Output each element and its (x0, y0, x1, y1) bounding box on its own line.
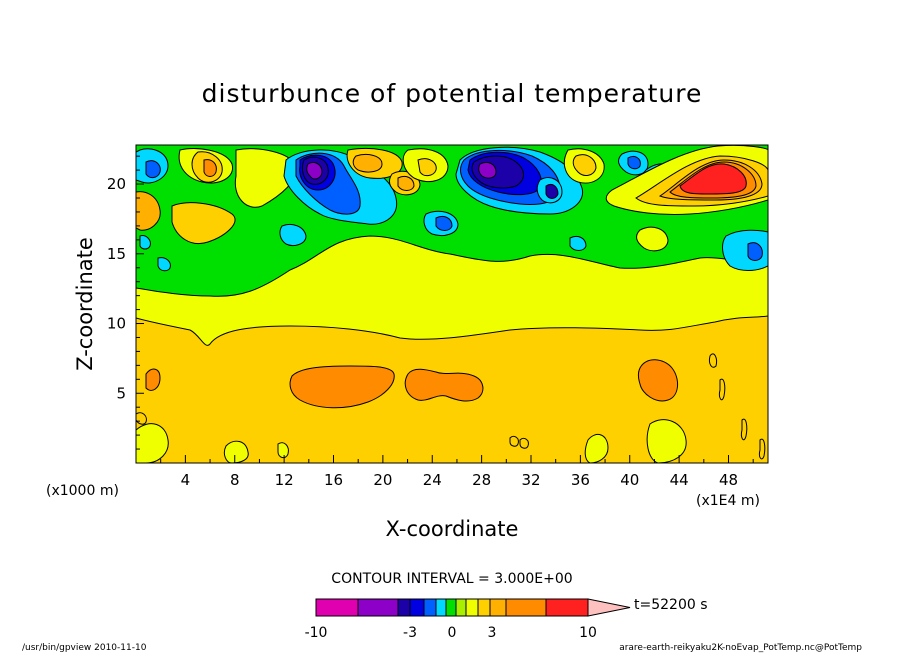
x-unit-left: (x1000 m) (46, 483, 119, 499)
y-tick-label: 20 (107, 175, 126, 193)
colorbar-swatch (409, 598, 425, 617)
chart-title: disturbunce of potential temperature (202, 79, 703, 108)
y-tick-label: 10 (107, 315, 126, 333)
colorbar-swatch (397, 598, 411, 617)
contour-interval: CONTOUR INTERVAL = 3.000E+00 (331, 571, 572, 587)
x-tick-label: 16 (324, 471, 343, 489)
colorbar-swatch (357, 598, 399, 617)
colorbar-swatch (455, 598, 467, 617)
colorbar-swatch (505, 598, 547, 617)
x-tick-label: 4 (181, 471, 191, 489)
colorbar-extend-arrow (587, 598, 631, 617)
x-tick-label: 32 (521, 471, 540, 489)
colorbar-tick-label: -10 (305, 625, 328, 641)
colorbar-tick-label: 3 (488, 625, 497, 641)
plot-area (136, 145, 768, 463)
colorbar-swatch (465, 598, 479, 617)
x-axis: 4 8 12 16 20 24 28 32 36 40 44 48 (160, 455, 754, 489)
time-label: t=52200 s (634, 597, 708, 613)
colorbar-swatch (477, 598, 491, 617)
footer-right: arare-earth-reikyaku2K-noEvap_PotTemp.nc… (619, 643, 862, 653)
x-tick-label: 44 (670, 471, 689, 489)
x-tick-label: 12 (275, 471, 294, 489)
region-anomaly-42 (638, 359, 678, 402)
region-anomaly-26 (404, 368, 484, 402)
x-tick-label: 20 (373, 471, 392, 489)
colorbar-swatch (489, 598, 507, 617)
x-tick-label: 28 (472, 471, 491, 489)
colorbar-tick-label: 0 (448, 625, 457, 641)
x-tick-label: 40 (620, 471, 639, 489)
colorbar-swatch (445, 598, 457, 617)
x-unit-right: (x1E4 m) (696, 493, 760, 509)
colorbar: -10 -3 0 3 10 (305, 598, 631, 641)
x-tick-label: 48 (719, 471, 738, 489)
y-tick-label: 15 (107, 245, 126, 263)
footer-left: /usr/bin/gpview 2010-11-10 (22, 643, 147, 653)
x-tick-label: 8 (230, 471, 240, 489)
y-axis: 5 10 15 20 (107, 155, 144, 450)
colorbar-tick-label: -3 (403, 625, 417, 641)
colorbar-swatch (545, 598, 589, 617)
colorbar-swatch (315, 598, 359, 617)
region-anomaly-16 (289, 365, 395, 409)
x-tick-label: 24 (423, 471, 442, 489)
colorbar-tick-label: 10 (579, 625, 597, 641)
colorbar-swatch (435, 598, 447, 617)
plot-frame (135, 144, 769, 464)
y-tick-label: 5 (116, 384, 126, 402)
x-axis-label: X-coordinate (386, 517, 519, 541)
x-tick-label: 36 (571, 471, 590, 489)
colorbar-swatch (423, 598, 437, 617)
y-axis-label: Z-coordinate (73, 237, 97, 371)
